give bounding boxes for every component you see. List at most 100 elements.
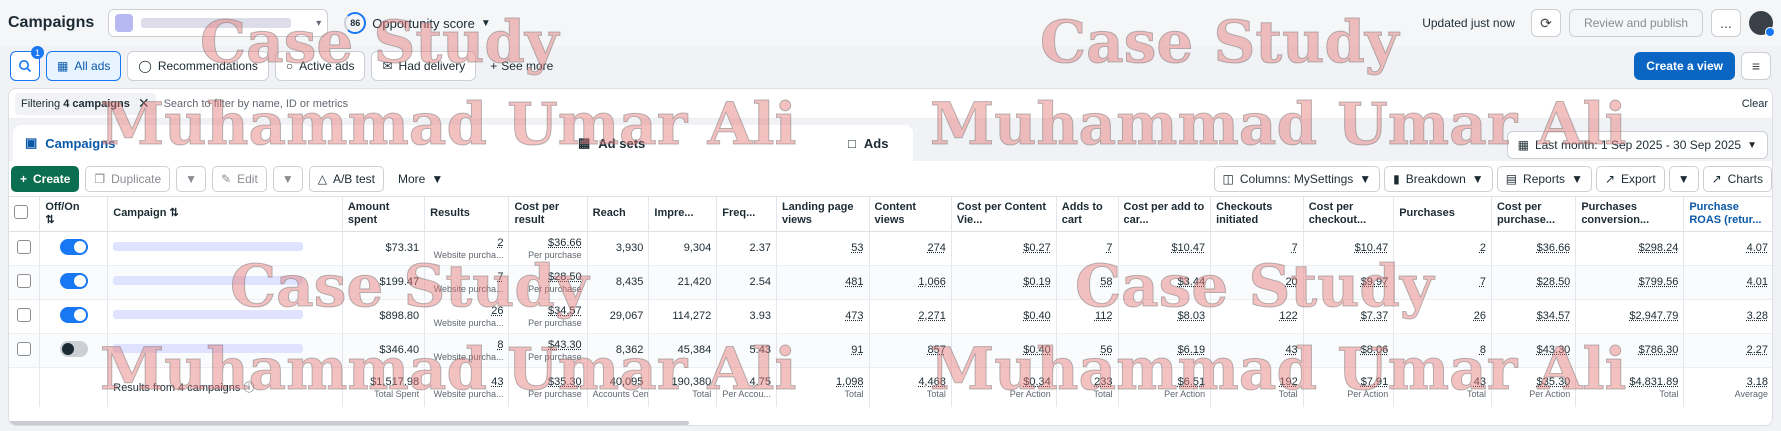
more-options-button[interactable]: ... (1711, 9, 1741, 37)
col-header-content-views[interactable]: Content views (869, 197, 952, 232)
export-button[interactable]: ↗ Export (1595, 165, 1665, 192)
row-select-cell[interactable] (9, 333, 41, 368)
col-header-cost-per-content-view[interactable]: Cost per Content Vie... (951, 197, 1057, 232)
campaign-toggle[interactable] (59, 340, 88, 357)
col-header-cost-per-result[interactable]: Cost per result (508, 197, 588, 232)
col-header-purchases-conversion[interactable]: Purchases conversion... (1575, 197, 1685, 232)
col-header-reach[interactable]: Reach (587, 197, 650, 232)
total-value: 4.75 (749, 375, 771, 388)
more-button[interactable]: More ▼ (389, 165, 452, 192)
col-header-cost-per-checkout[interactable]: Cost per checkout... (1303, 197, 1395, 232)
row-toggle-cell[interactable] (39, 299, 109, 334)
tab-ads[interactable]: □ Ads (848, 136, 888, 151)
cell-value: 43 (1285, 344, 1298, 356)
cell-purch: 8 (1393, 333, 1492, 368)
ab-test-button[interactable]: △ A/B test (308, 165, 384, 192)
info-icon[interactable]: ⓘ (240, 382, 255, 395)
account-selector[interactable]: ▾ (108, 9, 329, 37)
filter-recommendations[interactable]: ◯ Recommendations (127, 51, 269, 81)
export-dropdown[interactable]: ▼ (1668, 165, 1699, 192)
columns-button[interactable]: ◫ Columns: MySettings ▼ (1213, 165, 1381, 192)
charts-button[interactable]: ↗ Charts (1702, 165, 1772, 192)
col-header-campaign[interactable]: Campaign ⇅ (107, 197, 343, 232)
row-checkbox[interactable] (17, 273, 32, 288)
cell-roas: 4.07 (1683, 231, 1772, 266)
row-select-cell[interactable] (9, 231, 41, 266)
campaign-name-redacted[interactable] (113, 344, 304, 353)
edit-dropdown[interactable]: ▼ (272, 165, 303, 192)
cell-purch: 26 (1393, 299, 1492, 334)
settings-sliders-button[interactable]: ≡ (1741, 52, 1771, 80)
campaign-toggle[interactable] (59, 272, 88, 289)
col-header-purchases[interactable]: Purchases (1393, 197, 1492, 232)
select-all-checkbox[interactable] (14, 204, 28, 219)
table-row[interactable]: $73.31 2 Website purcha... $36.66 Per purcha… (9, 231, 1772, 266)
total-impr: 190,380 Total (648, 367, 718, 407)
refresh-button[interactable]: ⟳ (1530, 9, 1561, 37)
row-checkbox[interactable] (17, 341, 32, 356)
envelope-icon: ✉ (382, 59, 393, 73)
tab-adsets[interactable]: ▦ Ad sets (578, 135, 645, 151)
row-checkbox[interactable] (17, 307, 32, 322)
row-toggle-cell[interactable] (39, 333, 109, 368)
filter-all-ads[interactable]: ▦ All ads (46, 51, 122, 81)
table-row[interactable]: $199.47 7 Website purcha... $28.50 Per purch… (9, 265, 1772, 300)
campaign-toggle[interactable] (59, 306, 88, 323)
col-header-results[interactable]: Results (424, 197, 510, 232)
filter-had-delivery[interactable]: ✉ Had delivery (371, 51, 477, 81)
col-header-adds-to-cart[interactable]: Adds to cart (1056, 197, 1119, 232)
col-header-checkouts-initiated[interactable]: Checkouts initiated (1210, 197, 1304, 232)
campaign-name-cell[interactable] (107, 333, 343, 368)
campaign-name-cell[interactable] (107, 299, 343, 334)
campaign-name-redacted[interactable] (113, 242, 304, 251)
col-header-cost-per-purchase[interactable]: Cost per purchase... (1491, 197, 1577, 232)
export-icon: ↗ (1604, 171, 1616, 186)
see-more-button[interactable]: + See more (482, 59, 561, 73)
total-subtext: Per Action (1164, 388, 1206, 399)
col-header-cost-per-add-to-cart[interactable]: Cost per add to car... (1118, 197, 1212, 232)
campaign-name-cell[interactable] (107, 265, 343, 300)
close-icon[interactable]: ✕ (137, 95, 150, 111)
col-header-frequency[interactable]: Freq... (716, 197, 777, 232)
tab-campaigns[interactable]: ▣ Campaigns (13, 125, 313, 161)
create-view-button[interactable]: Create a view (1634, 52, 1735, 80)
col-header-onoff[interactable]: Off/On ⇅ (39, 197, 109, 232)
row-toggle-cell[interactable] (39, 231, 109, 266)
avatar[interactable] (1749, 11, 1775, 37)
col-header-purchase-roas[interactable]: Purchase ROAS (retur... (1683, 197, 1772, 232)
duplicate-dropdown[interactable]: ▼ (176, 165, 207, 192)
date-range-picker[interactable]: ▦ Last month: 1 Sep 2025 - 30 Sep 2025 ▼ (1506, 131, 1768, 159)
total-subtext: Total (1093, 388, 1113, 399)
search-button[interactable]: 1 (10, 46, 44, 81)
col-header-amount-spent[interactable]: Amount spent (342, 197, 426, 232)
cell-cpcv: $0.40 (951, 333, 1057, 368)
col-header-impressions[interactable]: Impre... (648, 197, 718, 232)
reports-button[interactable]: ▤ Reports ▼ (1496, 165, 1592, 192)
cell-cpci: $9.97 (1303, 265, 1395, 300)
total-subtext: Per Action (1529, 388, 1571, 399)
table-row[interactable]: $346.40 8 Website purcha... $43.30 Per purch… (9, 333, 1772, 368)
search-input[interactable]: Search to filter by name, ID or metrics (163, 97, 349, 110)
create-button[interactable]: + Create (11, 165, 80, 192)
duplicate-button[interactable]: ❐ Duplicate (85, 165, 171, 192)
campaign-name-redacted[interactable] (113, 310, 304, 319)
review-publish-button[interactable]: Review and publish (1568, 9, 1703, 37)
total-value: $4,831.89 (1629, 375, 1679, 388)
opportunity-score[interactable]: 86 Opportunity score ▼ (344, 12, 491, 34)
filter-chip[interactable]: Filtering 4 campaigns ✕ (15, 92, 156, 115)
row-checkbox[interactable] (17, 239, 32, 254)
edit-button[interactable]: ✎ Edit (212, 165, 267, 192)
col-header-landing-page-views[interactable]: Landing page views (776, 197, 870, 232)
row-toggle-cell[interactable] (39, 265, 109, 300)
campaign-toggle[interactable] (59, 238, 88, 255)
row-select-cell[interactable] (9, 299, 41, 334)
filter-active-ads[interactable]: ○ Active ads (274, 51, 366, 81)
campaign-name-cell[interactable] (107, 231, 343, 266)
clear-button[interactable]: Clear (1741, 97, 1768, 110)
table-row[interactable]: $898.80 26 Website purcha... $34.57 Per purc… (9, 299, 1772, 334)
campaign-name-redacted[interactable] (113, 276, 304, 285)
row-select-cell[interactable] (9, 265, 41, 300)
breakdown-button[interactable]: ▮ Breakdown ▼ (1384, 165, 1493, 192)
horizontal-scrollbar[interactable] (9, 421, 689, 425)
select-all-header[interactable] (9, 197, 41, 232)
